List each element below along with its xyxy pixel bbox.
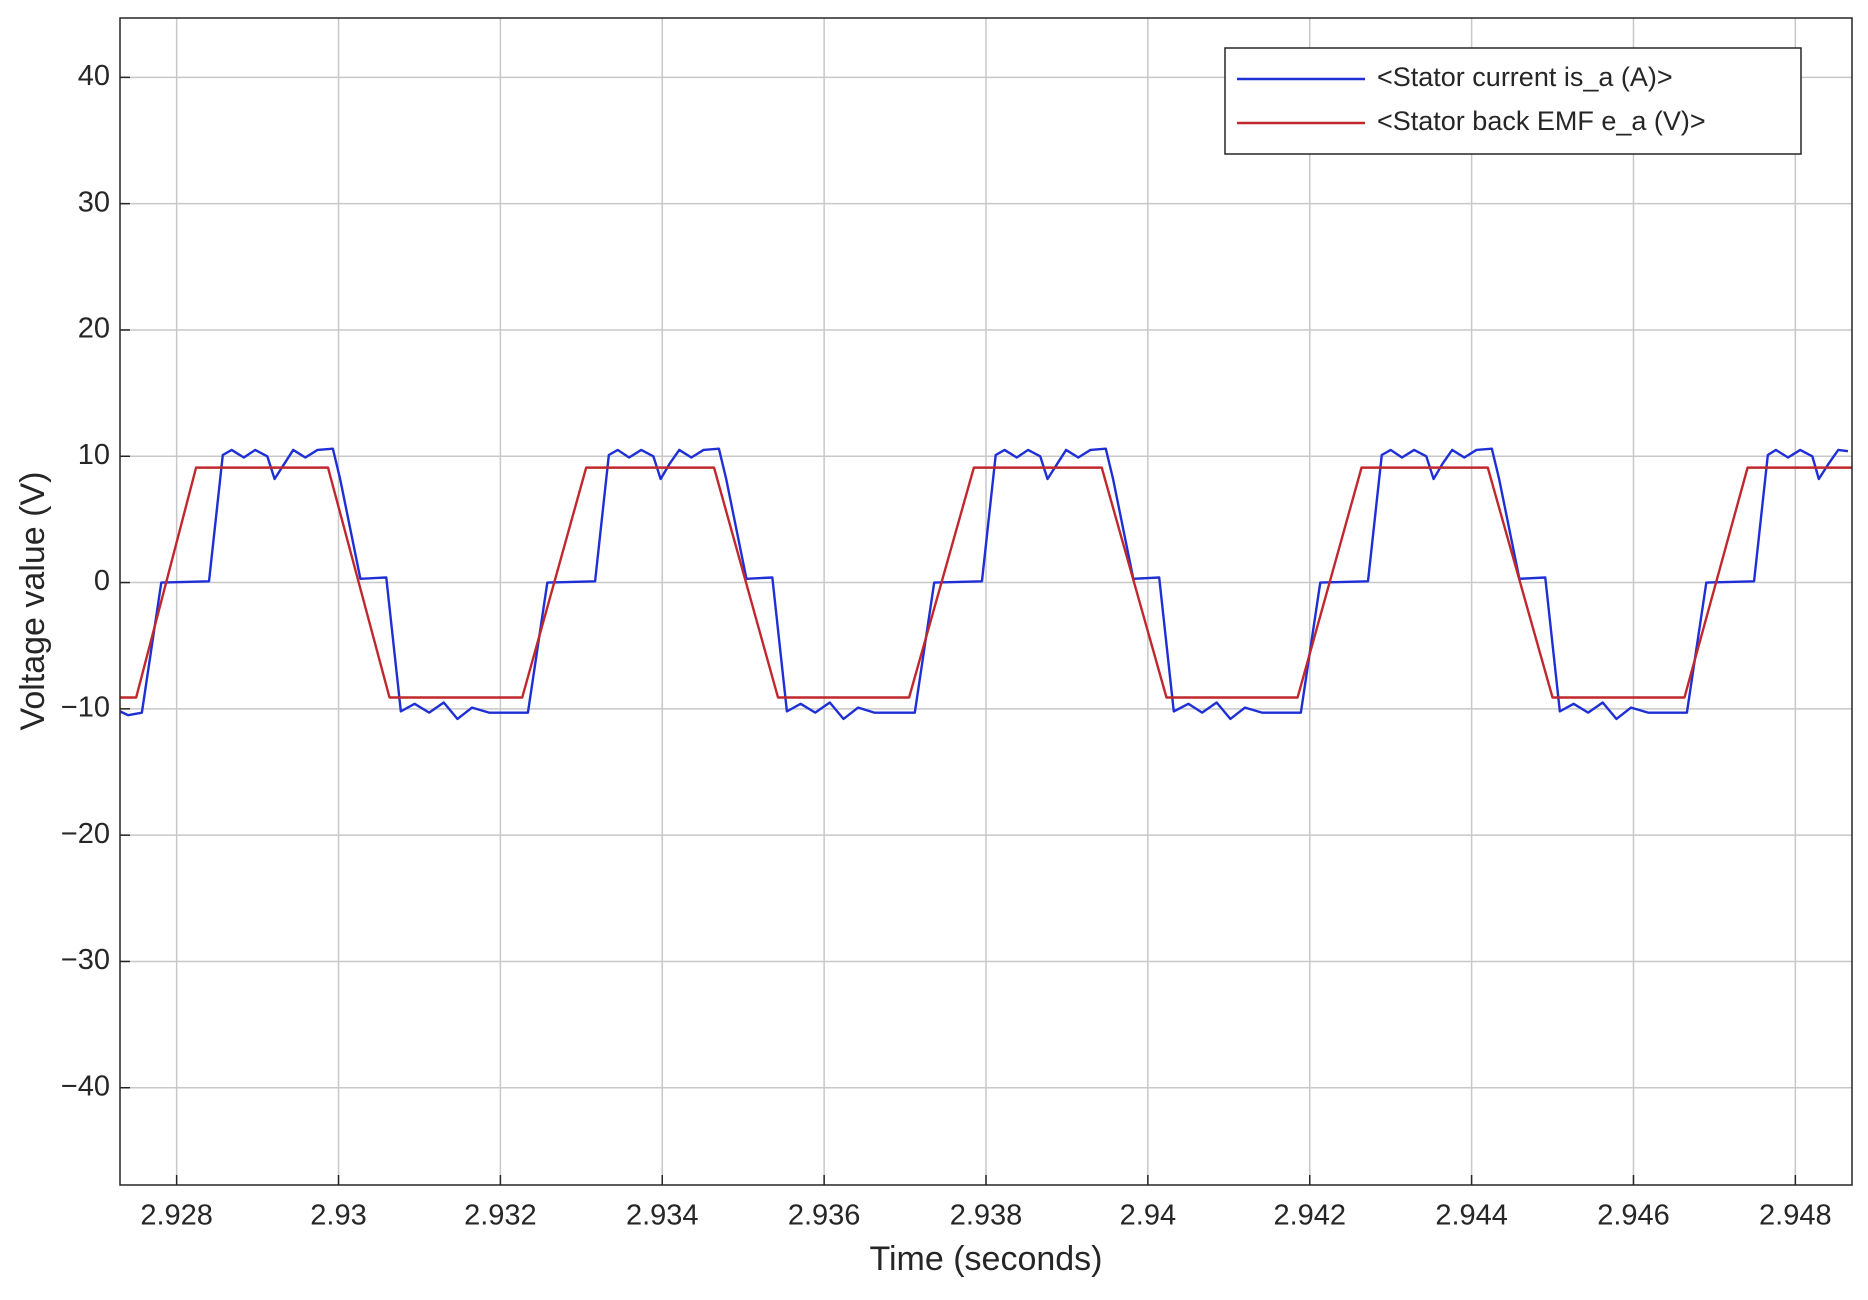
y-tick-label: 40 bbox=[78, 60, 110, 92]
series-line bbox=[120, 447, 1849, 721]
legend-label: <Stator current is_a (A)> bbox=[1377, 62, 1673, 92]
series-line bbox=[120, 466, 1852, 699]
x-tick-label: 2.932 bbox=[464, 1200, 537, 1232]
x-tick-label: 2.93 bbox=[310, 1200, 366, 1232]
x-tick-label: 2.938 bbox=[950, 1200, 1023, 1232]
x-tick-label: 2.928 bbox=[140, 1200, 213, 1232]
ticks: 2.928 2.93 2.932 2.934 2.936 2.938 2.94 2.942 2.… bbox=[61, 60, 1832, 1232]
x-tick-label: 2.946 bbox=[1597, 1200, 1670, 1232]
legend: <Stator current is_a (A)> <Stator back EM… bbox=[1224, 47, 1802, 155]
x-tick-label: 2.94 bbox=[1120, 1200, 1176, 1232]
x-tick-label: 2.934 bbox=[626, 1200, 699, 1232]
y-tick-label: 20 bbox=[78, 313, 110, 345]
x-tick-label: 2.944 bbox=[1435, 1200, 1508, 1232]
y-tick-label: −40 bbox=[61, 1070, 110, 1102]
x-axis-label: Time (seconds) bbox=[869, 1240, 1102, 1278]
y-tick-label: 0 bbox=[94, 565, 110, 597]
y-tick-label: −10 bbox=[61, 692, 110, 724]
legend-box bbox=[1224, 47, 1802, 155]
legend-label: <Stator back EMF e_a (V)> bbox=[1377, 106, 1706, 136]
x-tick-label: 2.942 bbox=[1273, 1200, 1346, 1232]
y-tick-label: −30 bbox=[61, 944, 110, 976]
y-axis-label: Voltage value (V) bbox=[14, 472, 52, 731]
y-tick-label: 10 bbox=[78, 439, 110, 471]
x-tick-label: 2.936 bbox=[788, 1200, 861, 1232]
y-tick-label: −20 bbox=[61, 818, 110, 850]
series-lines bbox=[120, 447, 1852, 721]
x-tick-label: 2.948 bbox=[1759, 1200, 1832, 1232]
y-tick-label: 30 bbox=[78, 186, 110, 218]
